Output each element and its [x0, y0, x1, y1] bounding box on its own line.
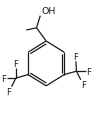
Text: F: F	[74, 52, 78, 61]
Text: F: F	[13, 59, 18, 68]
Text: OH: OH	[41, 7, 56, 16]
Text: F: F	[81, 81, 86, 90]
Text: F: F	[86, 67, 91, 76]
Text: F: F	[6, 88, 11, 96]
Text: F: F	[1, 74, 6, 83]
